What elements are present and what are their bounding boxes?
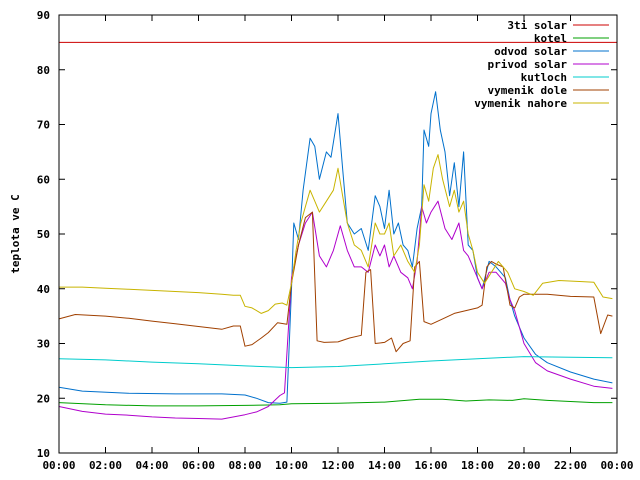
x-tick-label: 22:00 xyxy=(554,459,587,472)
plot-lines xyxy=(58,41,617,420)
legend-label: kotel xyxy=(534,32,567,45)
legend-label: odvod solar xyxy=(494,45,567,58)
x-tick-label: 18:00 xyxy=(461,459,494,472)
x-tick-label: 14:00 xyxy=(368,459,401,472)
legend-label: vymenik nahore xyxy=(474,97,567,110)
y-tick-label: 20 xyxy=(37,392,50,405)
series-line-1 xyxy=(58,398,613,407)
x-tick-label: 16:00 xyxy=(414,459,447,472)
legend-label: 3ti solar xyxy=(507,19,567,32)
y-tick-label: 40 xyxy=(37,283,50,296)
x-tick-label: 08:00 xyxy=(228,459,261,472)
legend-label: privod solar xyxy=(488,58,568,71)
y-axis: 10 20 30 40 50 60 70 80 90 xyxy=(37,9,617,460)
x-tick-label: 10:00 xyxy=(275,459,308,472)
x-tick-label: 04:00 xyxy=(135,459,168,472)
y-tick-label: 30 xyxy=(37,338,50,351)
y-tick-label: 80 xyxy=(37,64,50,77)
series-line-5 xyxy=(58,211,613,353)
y-tick-label: 60 xyxy=(37,173,50,186)
series-line-3 xyxy=(58,200,613,420)
y-tick-label: 10 xyxy=(37,447,50,460)
x-tick-label: 00:00 xyxy=(42,459,75,472)
x-axis: 00:00 02:00 04:00 06:00 08:00 10:00 12:00 14:00… xyxy=(42,15,634,472)
legend-label: kutloch xyxy=(521,71,567,84)
x-tick-label: 12:00 xyxy=(321,459,354,472)
series-line-6 xyxy=(59,154,613,314)
x-tick-label: 06:00 xyxy=(182,459,215,472)
y-tick-label: 50 xyxy=(37,228,50,241)
x-tick-label: 02:00 xyxy=(89,459,122,472)
y-axis-title: teplota ve C xyxy=(9,194,22,273)
x-tick-label: 00:00 xyxy=(600,459,633,472)
x-tick-label: 20:00 xyxy=(507,459,540,472)
y-tick-label: 90 xyxy=(37,9,50,22)
series-line-4 xyxy=(58,356,613,369)
y-tick-label: 70 xyxy=(37,119,50,132)
legend-label: vymenik dole xyxy=(488,84,568,97)
